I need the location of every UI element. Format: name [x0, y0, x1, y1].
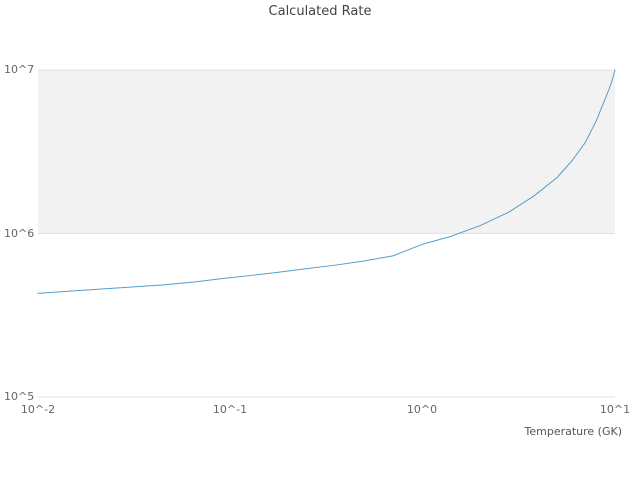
decade-band [38, 70, 615, 234]
x-tick-1e-1: 10^-1 [212, 403, 248, 416]
rate-line [37, 69, 616, 294]
x-axis-label: Temperature (GK) [524, 425, 623, 438]
y-tick-1e6: 10^6 [4, 227, 35, 240]
y-tick-1e7: 10^7 [4, 63, 35, 76]
chart-title: Calculated Rate [268, 4, 372, 19]
x-tick-1e0: 10^0 [406, 403, 438, 416]
x-tick-1e1: 10^1 [599, 403, 631, 416]
x-tick-1e-2: 10^-2 [20, 403, 56, 416]
y-tick-1e5: 10^5 [4, 390, 35, 403]
